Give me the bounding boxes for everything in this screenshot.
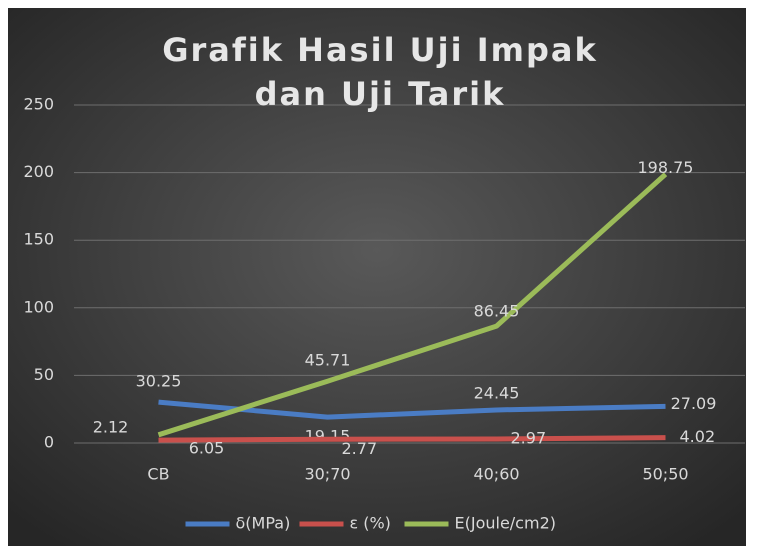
- data-label: 198.75: [638, 158, 694, 177]
- chart-background: [8, 8, 746, 546]
- data-label: 24.45: [474, 383, 520, 402]
- data-label: 4.02: [680, 427, 716, 446]
- x-tick-label: CB: [147, 465, 169, 484]
- data-label: 45.71: [305, 351, 351, 370]
- data-label: 30.25: [136, 372, 182, 391]
- y-tick-label: 50: [34, 365, 54, 384]
- data-label: 27.09: [671, 394, 717, 413]
- x-tick-label: 30;70: [304, 465, 350, 484]
- y-tick-label: 250: [23, 95, 54, 114]
- legend-label: ε (%): [350, 514, 391, 533]
- y-tick-label: 0: [44, 433, 54, 452]
- data-label: 2.97: [511, 428, 547, 447]
- data-label: 6.05: [189, 438, 225, 457]
- data-label: 2.12: [93, 418, 129, 437]
- x-tick-label: 40;60: [473, 465, 519, 484]
- y-tick-label: 100: [23, 297, 54, 316]
- legend-label: δ(MPa): [236, 514, 291, 533]
- y-tick-label: 200: [23, 162, 54, 181]
- series-line: [158, 435, 666, 443]
- x-tick-label: 50;50: [642, 465, 688, 484]
- chart-title: Grafik Hasil Uji Impak dan Uji Tarik: [162, 31, 598, 113]
- data-label: 2.77: [342, 439, 378, 458]
- legend-label: E(Joule/cm2): [455, 514, 556, 533]
- series-line: [157, 172, 668, 438]
- data-label: 86.45: [474, 302, 520, 321]
- y-tick-label: 150: [23, 230, 54, 249]
